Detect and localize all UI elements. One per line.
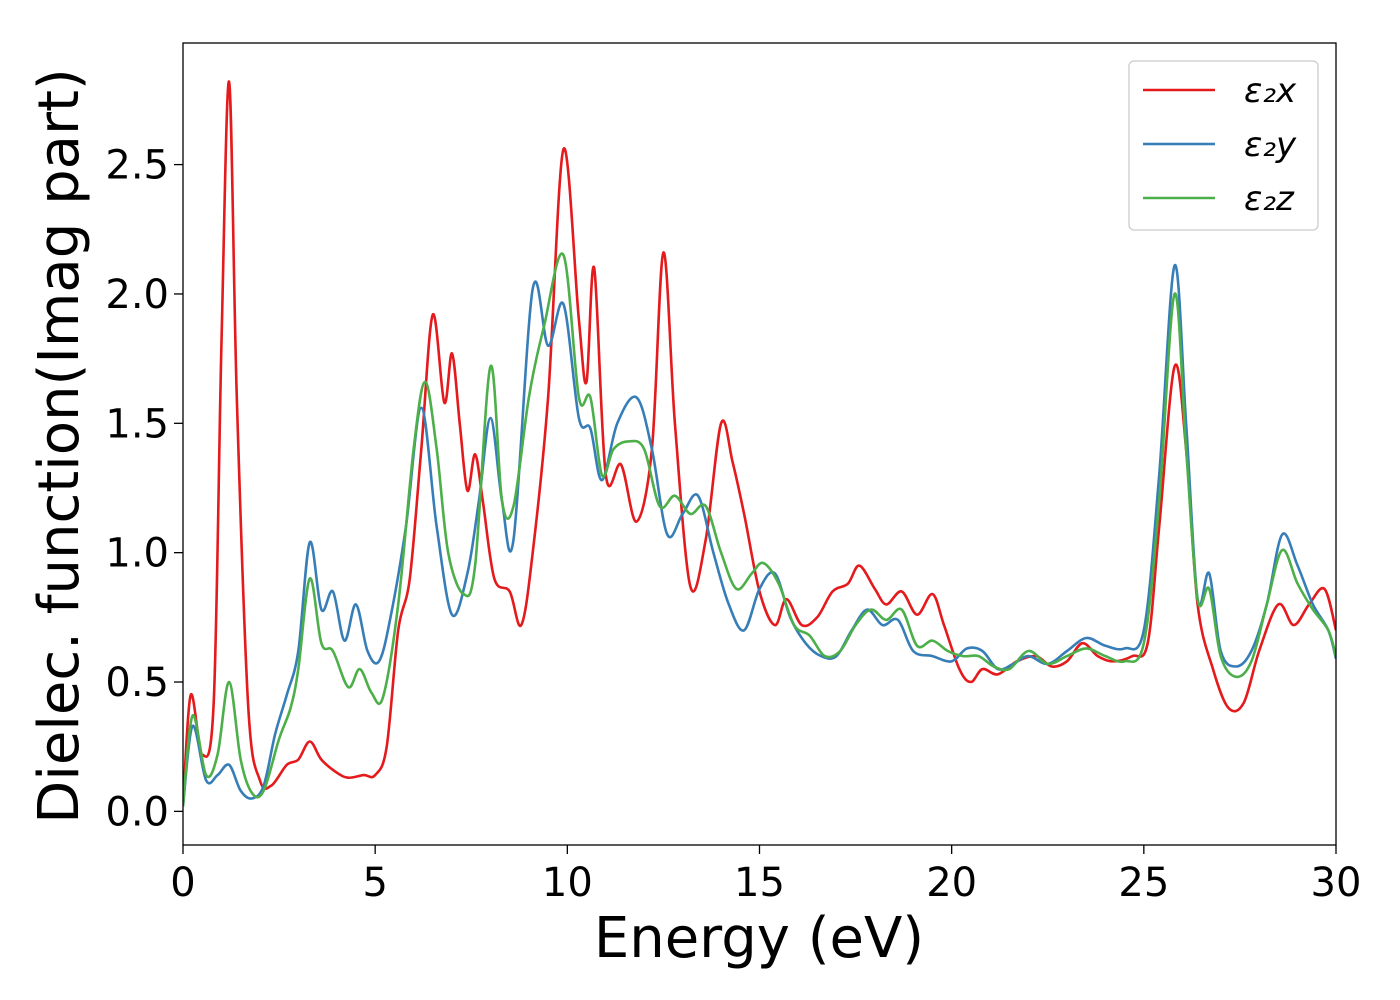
x-tick-label: 25 [1118,860,1169,906]
y-tick-label: 2.5 [105,143,169,189]
legend-label-2: ε₂y [1244,125,1297,165]
plot-lines [183,80,1336,807]
legend: ε₂x ε₂y ε₂z [1128,60,1319,231]
y-axis-label: Dielec. function(Imag part) [27,68,92,824]
y-tick-label: 0.5 [105,660,169,706]
x-axis-label: Energy (eV) [594,906,924,971]
x-tick-label: 10 [542,860,593,906]
legend-box [1128,60,1319,231]
x-tick-label: 15 [734,860,785,906]
x-tick-label: 20 [926,860,977,906]
series-line-1 [183,80,1336,807]
series-line-2 [183,264,1336,807]
y-axis: 0.0 0.5 1.0 1.5 2.0 2.5 [105,143,183,835]
y-tick-label: 1.5 [105,401,169,447]
legend-label-3: ε₂z [1244,179,1295,219]
y-tick-label: 2.0 [105,272,169,318]
legend-label-1: ε₂x [1244,71,1297,111]
x-tick-label: 30 [1311,860,1362,906]
y-tick-label: 0.0 [105,789,169,835]
x-tick-label: 0 [170,860,195,906]
x-axis: 0 5 10 15 20 25 30 [170,845,1361,906]
y-tick-label: 1.0 [105,531,169,577]
x-tick-label: 5 [362,860,387,906]
series-line-3 [183,252,1336,807]
